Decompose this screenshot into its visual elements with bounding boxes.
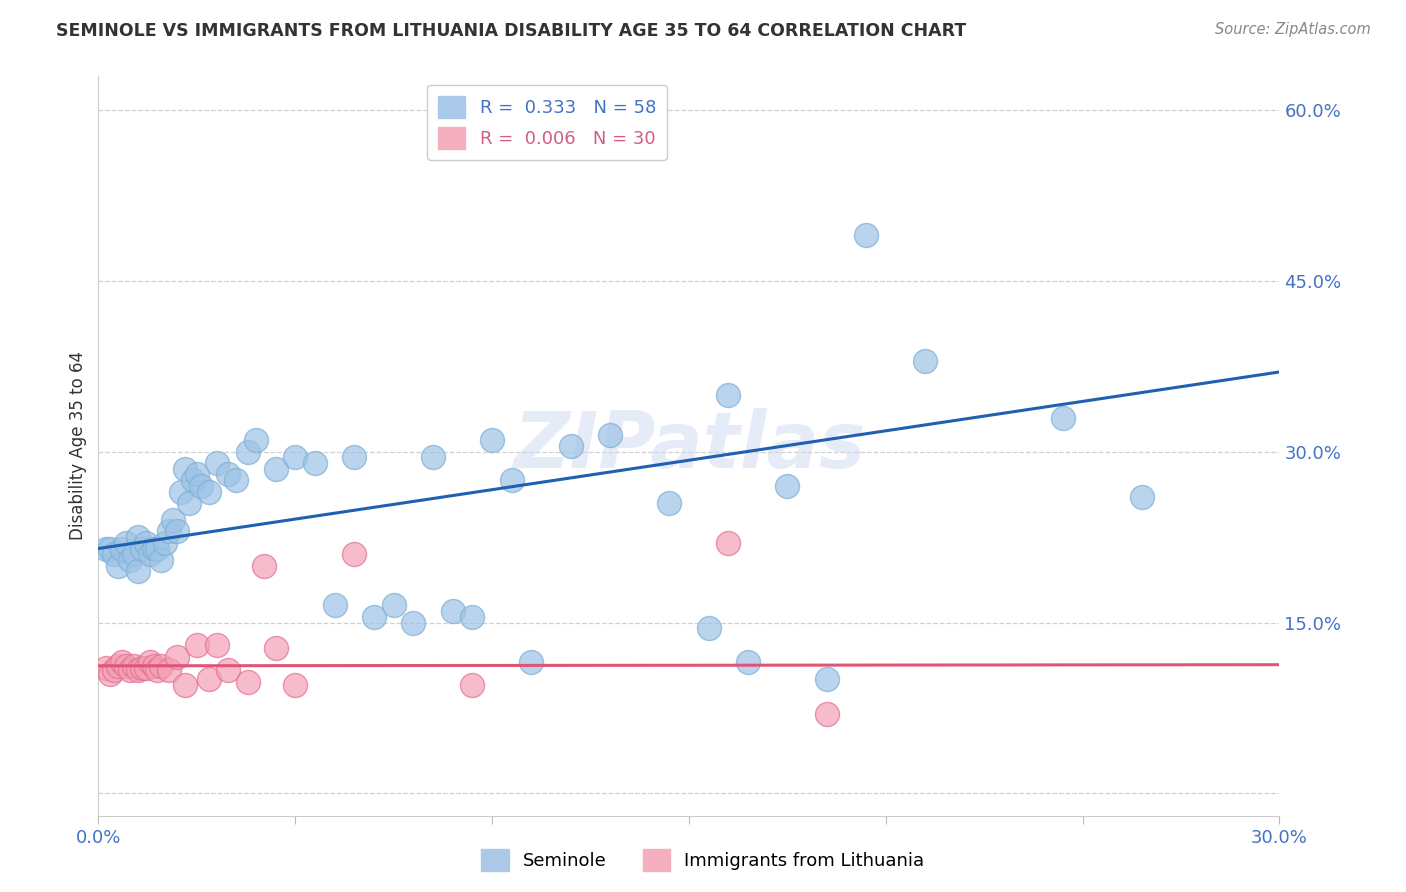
Point [174,462,197,476]
Point [284,450,307,465]
Point [177,496,200,510]
Point [103,547,125,561]
Point [122,658,145,673]
Point [205,638,228,652]
Point [264,640,287,655]
Point [343,450,366,465]
Point [236,674,259,689]
Point [142,658,165,673]
Point [697,621,720,635]
Point [170,484,193,499]
Point [162,513,184,527]
Point [135,661,157,675]
Text: SEMINOLE VS IMMIGRANTS FROM LITHUANIA DISABILITY AGE 35 TO 64 CORRELATION CHART: SEMINOLE VS IMMIGRANTS FROM LITHUANIA DI… [56,22,966,40]
Point [461,610,484,624]
Point [363,610,385,624]
Point [107,558,129,573]
Point [135,536,157,550]
Point [441,604,464,618]
Point [217,664,239,678]
Point [520,656,543,670]
Point [501,473,523,487]
Point [138,547,160,561]
Point [422,450,444,465]
Point [157,664,180,678]
Point [96,661,118,675]
Point [717,388,740,402]
Point [245,434,267,448]
Point [142,541,165,556]
Point [150,658,173,673]
Point [186,467,208,482]
Point [717,536,740,550]
Point [127,664,149,678]
Point [103,664,125,678]
Point [181,473,204,487]
Point [197,484,219,499]
Point [284,678,307,692]
Point [402,615,425,630]
Point [118,553,141,567]
Point [166,524,188,539]
Point [107,658,129,673]
Point [737,656,759,670]
Text: Source: ZipAtlas.com: Source: ZipAtlas.com [1215,22,1371,37]
Point [1052,410,1074,425]
Point [127,564,149,578]
Point [253,558,276,573]
Point [343,547,366,561]
Point [150,553,173,567]
Point [481,434,503,448]
Point [174,678,197,692]
Point [225,473,247,487]
Point [115,658,138,673]
Point [599,427,621,442]
Point [264,462,287,476]
Point [855,228,877,243]
Point [236,444,259,458]
Point [205,456,228,470]
Point [186,638,208,652]
Point [815,706,838,721]
Point [304,456,326,470]
Point [776,479,799,493]
Y-axis label: Disability Age 35 to 64: Disability Age 35 to 64 [69,351,87,541]
Point [127,530,149,544]
Point [1130,490,1153,504]
Point [98,541,121,556]
Point [155,536,177,550]
Point [658,496,681,510]
Point [914,353,936,368]
Point [96,541,118,556]
Point [323,599,346,613]
Legend: R =  0.333   N = 58, R =  0.006   N = 30: R = 0.333 N = 58, R = 0.006 N = 30 [427,85,666,160]
Point [166,649,188,664]
Point [111,656,134,670]
Point [115,536,138,550]
Point [122,547,145,561]
Point [111,541,134,556]
Point [118,664,141,678]
Point [815,673,838,687]
Point [217,467,239,482]
Legend: Seminole, Immigrants from Lithuania: Seminole, Immigrants from Lithuania [474,842,932,879]
Point [382,599,405,613]
Point [131,661,153,675]
Point [197,673,219,687]
Point [190,479,212,493]
Point [461,678,484,692]
Point [138,656,160,670]
Point [131,541,153,556]
Point [98,666,121,681]
Point [157,524,180,539]
Point [146,541,169,556]
Point [560,439,582,453]
Text: ZIPatlas: ZIPatlas [513,408,865,484]
Point [146,664,169,678]
